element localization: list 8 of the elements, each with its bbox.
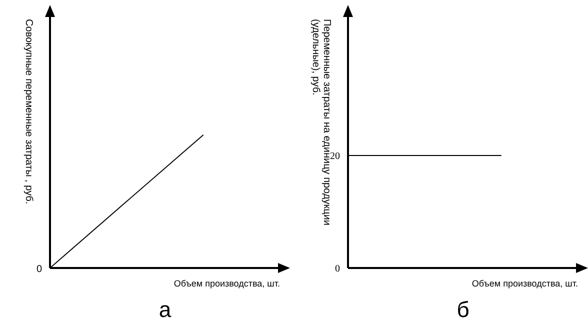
y-tick-label: 20 xyxy=(330,151,340,162)
text: а xyxy=(158,297,172,322)
y-axis-title: Переменные затраты на единицу продукции (удельные), руб. xyxy=(310,19,332,226)
text: 0 xyxy=(36,264,42,275)
y-axis-title: Совокупные переменные затраты , руб. xyxy=(23,19,34,204)
text: б xyxy=(456,297,470,322)
x-axis-title: Объем производства, шт. xyxy=(174,278,280,288)
x-axis-title: Объем производства, шт. xyxy=(472,278,578,288)
